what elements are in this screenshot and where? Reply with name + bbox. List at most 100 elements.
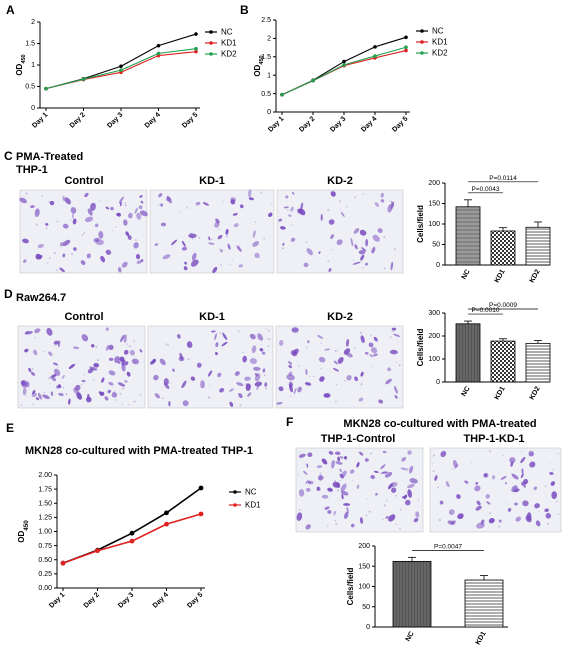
stained-cell [222,332,228,341]
stained-cell [181,380,187,389]
pore-dot [538,510,540,512]
stained-cell [221,341,228,347]
stained-cell [509,457,516,464]
panel-label-a: A [6,3,15,17]
legend-label-kd1: KD1 [245,501,261,510]
stained-cell [181,240,186,247]
stained-cell [98,391,103,396]
stained-cell [127,235,132,240]
stained-cell [89,366,98,371]
stained-cell [307,339,310,344]
y-tick-label: 100 [358,584,370,591]
stained-cell [104,396,109,401]
stained-cell [321,494,329,499]
stained-cell [359,229,367,236]
data-point-nc [156,43,161,48]
pore-dot [242,351,244,354]
pore-dot [47,262,49,264]
x-tick-label-kd1: KD1 [494,268,507,284]
stained-cell [521,481,526,486]
y-tick-label: 200 [428,180,440,187]
stained-cell [447,520,456,526]
pore-dot [53,364,55,366]
stained-cell [368,342,374,348]
stained-cell [306,248,313,256]
pore-dot [498,525,501,528]
y-tick-label: 2 [267,36,271,43]
stained-cell [282,242,285,246]
legend-marker-kd2 [209,52,213,56]
stained-cell [247,392,252,397]
stained-cell [500,476,507,480]
data-point-kd1 [194,49,198,54]
pore-dot [340,212,343,215]
stained-cell [328,219,335,225]
x-tick-label: Day 1 [267,115,285,133]
pore-dot [140,194,142,197]
x-tick-label: Day 1 [31,111,49,129]
series-line-kd2 [281,46,407,96]
p-value-label: P=0.0009 [489,302,517,309]
stained-cell [42,394,50,400]
stained-cell [445,481,450,488]
pore-dot [179,211,181,213]
pore-dot [511,472,513,475]
pore-dot [407,467,409,469]
stained-cell [488,518,495,524]
stained-cell [394,395,398,399]
pore-dot [73,346,76,348]
stained-cell [333,360,338,365]
y-tick-label: 0 [31,105,35,112]
stained-cell [91,344,95,348]
stained-cell [371,246,376,254]
stained-cell [550,481,556,486]
pore-dot [308,375,311,377]
stained-cell [37,392,42,400]
bar-kd1 [490,340,516,383]
stained-cell [288,365,293,369]
stained-cell [328,451,334,455]
pore-dot [437,486,440,489]
stained-cell [51,374,57,378]
pore-dot [265,328,267,330]
stained-cell [208,242,215,245]
stained-cell [121,359,126,366]
pore-dot [305,241,308,244]
stained-cell [254,252,260,259]
f-title: MKN28 co-cultured with PMA-treated [343,418,536,430]
stained-cell [238,264,244,268]
pore-dot [432,470,435,473]
micrograph-d-kd1 [147,325,274,409]
pore-dot [95,367,98,370]
stained-cell [121,261,128,268]
stained-cell [128,212,133,219]
pore-dot [263,237,266,240]
stained-cell [68,363,76,369]
stained-cell [373,353,378,357]
pore-dot [353,347,356,349]
pore-dot [335,522,338,525]
stained-cell [172,368,175,372]
stained-cell [62,223,69,229]
pore-dot [291,224,293,227]
stained-cell [276,401,283,405]
stained-cell [345,352,353,358]
bar-kd1 [464,579,504,628]
stained-cell [215,342,219,348]
stained-cell [212,266,218,274]
y-tick-label: 50 [432,242,440,249]
pore-dot [35,223,39,226]
stained-cell [304,382,312,386]
stained-cell [248,189,252,198]
y-tick-label: 1.50 [38,500,52,507]
stained-cell [139,195,143,198]
stained-cell [24,348,29,353]
pore-dot [139,213,141,215]
pore-dot [225,235,229,238]
data-point-kd2 [311,78,315,83]
stained-cell [81,379,86,383]
stained-cell [73,247,77,251]
data-point-nc [164,510,169,516]
pore-dot [393,248,396,251]
pore-dot [25,395,27,397]
